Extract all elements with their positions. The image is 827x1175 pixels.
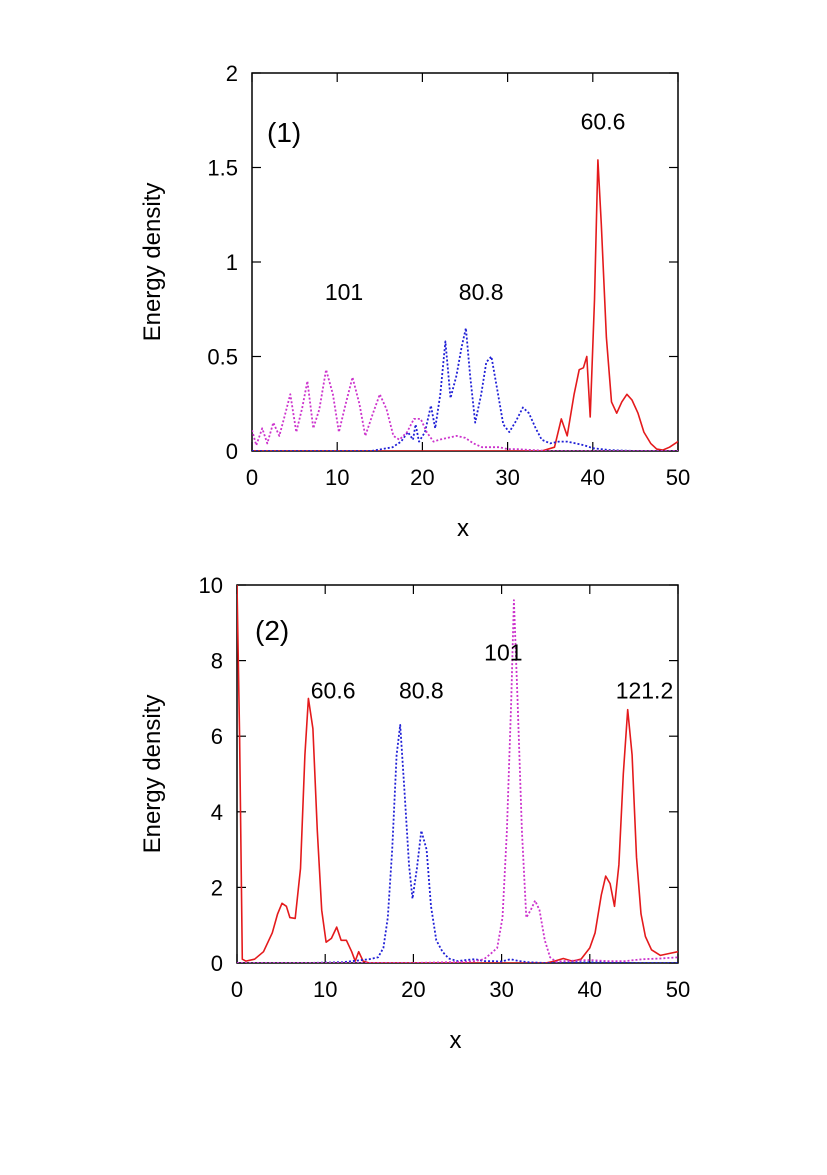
series-line-1 [237, 585, 678, 963]
x-tick-label: 50 [666, 465, 690, 490]
x-tick-label: 40 [578, 977, 602, 1002]
y-tick-label: 1 [226, 250, 238, 275]
peak-annotation: 101 [325, 279, 363, 305]
x-tick-label: 30 [489, 977, 513, 1002]
peak-annotation: 121.2 [616, 677, 674, 703]
peak-annotation: 60.6 [311, 677, 356, 703]
x-tick-label: 40 [581, 465, 605, 490]
series-line-3 [252, 368, 678, 451]
y-tick-label: 10 [199, 573, 223, 598]
panel-label: (1) [267, 117, 301, 148]
panel-label: (2) [255, 615, 289, 646]
y-tick-label: 0.5 [207, 345, 238, 370]
series-line-2 [252, 327, 678, 451]
panel-2: 0 10 20 30 40 50 0 2 4 6 8 10 x Energy density (2) 60.6… [139, 573, 690, 1054]
x-tick-label: 10 [325, 465, 349, 490]
x-tick-label: 30 [495, 465, 519, 490]
peak-annotation: 101 [484, 640, 522, 666]
peak-annotation: 80.8 [399, 677, 444, 703]
x-tick-label: 20 [401, 977, 425, 1002]
x-axis-label: x [457, 515, 469, 542]
y-axis-label: Energy density [139, 183, 166, 342]
plot-frame [236, 584, 679, 964]
x-tick-label: 10 [313, 977, 337, 1002]
peak-annotation: 80.8 [459, 279, 504, 305]
series-line-1 [252, 159, 678, 451]
peak-annotation: 60.6 [581, 109, 626, 135]
y-axis-label: Energy density [139, 695, 166, 854]
y-tick-label: 2 [211, 875, 223, 900]
y-tick-label: 4 [211, 800, 223, 825]
series-line-3 [237, 599, 678, 963]
y-tick-label: 8 [211, 649, 223, 674]
y-tick-label: 0 [226, 439, 238, 464]
x-tick-label: 0 [246, 465, 258, 490]
y-tick-label: 0 [211, 951, 223, 976]
series-line-2 [237, 724, 678, 963]
y-tick-label: 2 [226, 61, 238, 86]
y-tick-label: 6 [211, 724, 223, 749]
x-axis-label: x [450, 1027, 462, 1054]
panel-1: 0 10 20 30 40 50 0 0.5 1 1.5 2 x Energy density (1) 10… [139, 61, 690, 542]
x-tick-label: 20 [410, 465, 434, 490]
x-tick-label: 50 [666, 977, 690, 1002]
x-tick-label: 0 [231, 977, 243, 1002]
y-tick-label: 1.5 [207, 156, 238, 181]
